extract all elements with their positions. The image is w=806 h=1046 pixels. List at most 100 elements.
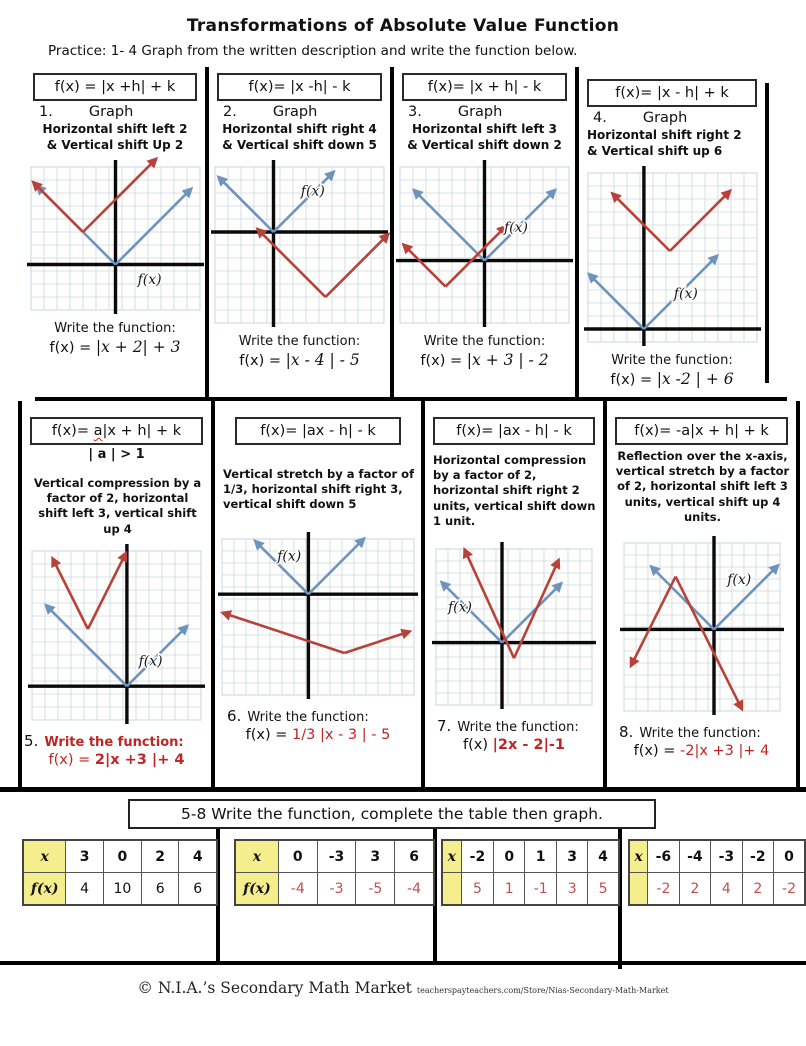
- fx-value-cell: 5: [460, 872, 495, 906]
- divider: [390, 67, 394, 397]
- write-function-line: 8. Write the function:: [619, 723, 796, 741]
- x-value-cell: 3: [355, 839, 396, 873]
- graph-plot-8: f(x): [619, 535, 784, 715]
- write-function-label: Write the function:: [54, 321, 176, 337]
- transformation-description: Horizontal shift right 4 & Vertical shift…: [222, 122, 377, 152]
- x-value-cell: -3: [316, 839, 357, 873]
- formula-box-4: f(x)= |x - h| + k: [587, 79, 757, 107]
- fx-value-cell: -4: [277, 872, 318, 906]
- divider: [575, 67, 579, 397]
- svg-text:f(x): f(x): [447, 599, 472, 615]
- write-function-line: 6. Write the function:: [227, 707, 421, 725]
- fx-value-cell: 2: [741, 872, 775, 906]
- transformation-description: Horizontal shift right 2 & Vertical shift…: [587, 128, 742, 158]
- answer-5: f(x) = 2|x +3 |+ 4: [48, 751, 185, 768]
- x-label-cell: x: [234, 839, 279, 873]
- graph-word: Graph: [88, 104, 134, 120]
- answer-value: |x - 4 | - 5: [285, 351, 360, 370]
- formula-box-5: f(x)= a|x + h| + k: [30, 417, 203, 445]
- svg-text:f(x): f(x): [503, 220, 528, 236]
- fx-value-cell: 6: [140, 872, 180, 906]
- x-value-cell: -3: [710, 839, 743, 873]
- function-tables: x 3 0 2 4 f(x) 4 10 6 6 x 0 -3 3 6 f(x) -4 -3 -5 -4 x -2 0 1 3…: [0, 839, 806, 906]
- divider: [765, 83, 769, 383]
- x-value-cell: -2: [741, 839, 775, 873]
- answer-value: |x + 3 | - 2: [466, 351, 549, 370]
- store-credit: © N.I.A.’s Secondary Math Market: [137, 979, 412, 997]
- tables-section: 5-8 Write the function, complete the tab…: [0, 799, 806, 969]
- problem-number: 3.: [408, 104, 422, 120]
- a-condition: | a | > 1: [88, 447, 145, 462]
- problems-row-2: f(x)= a|x + h| + k | a | > 1 Vertical co…: [0, 401, 806, 787]
- xy-table: x 0 -3 3 6 f(x) -4 -3 -5 -4: [234, 839, 435, 906]
- svg-text:f(x): f(x): [726, 572, 751, 588]
- x-label-cell: x: [441, 839, 462, 873]
- x-value-cell: 4: [587, 839, 620, 873]
- answer-value: 2|x +3 |+ 4: [94, 751, 185, 768]
- svg-text:f(x): f(x): [276, 548, 301, 564]
- write-function-line: 5. Write the function:: [24, 732, 211, 750]
- section-separator: [0, 787, 806, 792]
- xy-table: x -6 -4 -3 -2 0 -2 2 4 2 -2: [628, 839, 806, 906]
- answer-value: |x + 2| + 3: [95, 338, 181, 357]
- problem-7: f(x)= |ax - h| - k Horizontal compressio…: [425, 401, 603, 787]
- divider: [618, 799, 622, 969]
- graph-plot-3: f(x): [396, 160, 573, 328]
- divider: [603, 401, 607, 787]
- answer-value: |x -2 | + 6: [656, 370, 734, 389]
- graph-plot-4: f(x): [583, 166, 761, 347]
- fx-value-cell: 5: [587, 872, 620, 906]
- fx-value-cell: 1: [493, 872, 526, 906]
- fx-value-cell: -4: [394, 872, 435, 906]
- write-function-label: Write the function:: [44, 734, 184, 750]
- write-function-label: Write the function:: [247, 709, 369, 725]
- answer-value: 1/3 |x - 3 | - 5: [292, 726, 391, 743]
- svg-text:f(x): f(x): [300, 184, 325, 200]
- svg-text:f(x): f(x): [136, 272, 161, 288]
- transformation-description: Vertical stretch by a factor of 1/3, hor…: [223, 467, 415, 512]
- fx-value-cell: 10: [102, 872, 142, 906]
- problem-number: 7.: [437, 716, 452, 735]
- answer-6: f(x) = 1/3 |x - 3 | - 5: [245, 726, 391, 743]
- fx-value-cell: -2: [773, 872, 806, 906]
- write-function-label: Write the function:: [457, 719, 579, 735]
- transformation-description: Reflection over the x-axis, vertical str…: [615, 449, 790, 524]
- x-value-cell: -6: [647, 839, 680, 873]
- footer-separator: [0, 961, 806, 965]
- fx-value-cell: 4: [710, 872, 743, 906]
- table-problem-7: x -2 0 1 3 4 5 1 -1 3 5: [435, 839, 620, 906]
- x-value-cell: 0: [493, 839, 526, 873]
- fx-value-cell: 4: [65, 872, 104, 906]
- fx-value-cell: -2: [647, 872, 680, 906]
- fx-value-cell: 2: [678, 872, 712, 906]
- divider: [433, 799, 437, 961]
- problem-number: 6.: [227, 706, 242, 725]
- formula-box-3: f(x)= |x + h| - k: [402, 73, 567, 101]
- fx-label-cell: [628, 872, 649, 906]
- problem-number: 2.: [223, 104, 237, 120]
- formula-box-6: f(x)= |ax - h| - k: [235, 417, 401, 445]
- problems-row-1: f(x) = |x +h| + k 1. Graph Horizontal shi…: [25, 67, 806, 397]
- write-function-label: Write the function:: [639, 725, 761, 741]
- x-value-cell: -2: [460, 839, 495, 873]
- problem-5: f(x)= a|x + h| + k | a | > 1 Vertical co…: [22, 401, 211, 787]
- transformation-description: Horizontal shift left 2 & Vertical shift …: [42, 122, 188, 152]
- divider: [205, 67, 209, 397]
- x-value-cell: -4: [678, 839, 712, 873]
- graph-plot-6: f(x): [218, 531, 418, 699]
- x-value-cell: 1: [524, 839, 558, 873]
- answer-1: f(x) = |x + 2| + 3: [49, 338, 181, 357]
- x-value-cell: 0: [102, 839, 142, 873]
- fx-value-cell: -3: [316, 872, 357, 906]
- divider: [216, 799, 220, 961]
- fx-value-cell: 6: [178, 872, 218, 906]
- answer-4: f(x) = |x -2 | + 6: [610, 370, 734, 389]
- x-value-cell: 4: [178, 839, 218, 873]
- problem-2: f(x)= |x -h| - k 2. Graph Horizontal shif…: [209, 67, 391, 397]
- fx-label-cell: f(x): [234, 872, 279, 906]
- transformation-description: Vertical compression by a factor of 2, h…: [33, 476, 202, 536]
- row-separator: [35, 397, 787, 401]
- problem-6: f(x)= |ax - h| - k Vertical stretch by a…: [215, 401, 421, 787]
- fx-value-cell: 3: [556, 872, 589, 906]
